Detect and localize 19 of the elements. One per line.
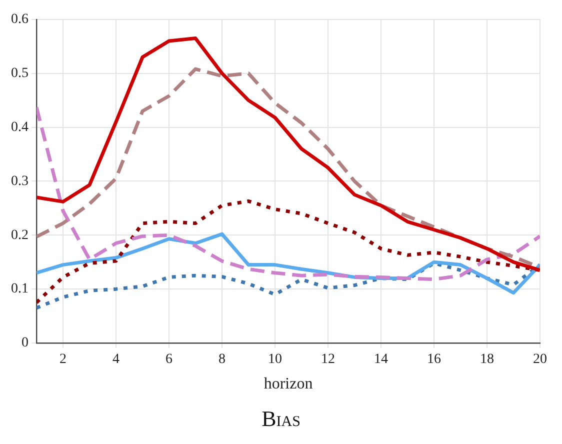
x-tick-label: 12	[321, 352, 335, 368]
x-tick-label: 6	[166, 352, 172, 368]
y-tick-label: 0	[22, 336, 28, 351]
y-tick-label: 0.6	[11, 12, 28, 28]
x-tick-label: 18	[480, 352, 494, 368]
x-tick-label: 20	[533, 352, 547, 368]
x-tick-label: 14	[374, 352, 388, 368]
x-tick-label: 4	[112, 352, 120, 368]
y-tick-label: 0.3	[11, 174, 28, 189]
x-axis-title: horizon	[264, 376, 313, 393]
x-tick-label: 10	[268, 352, 282, 368]
y-tick-label: 0.4	[11, 120, 28, 135]
x-tick-label: 2	[60, 352, 66, 368]
text: Bias	[260, 406, 302, 432]
y-tick-label: 0.1	[11, 282, 28, 297]
y-tick-label: 0.2	[11, 228, 28, 243]
x-tick-label: 16	[427, 352, 441, 368]
x-tick-label: 8	[218, 352, 226, 368]
y-tick-label: 0.5	[11, 66, 28, 82]
